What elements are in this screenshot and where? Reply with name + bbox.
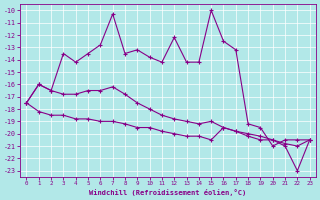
X-axis label: Windchill (Refroidissement éolien,°C): Windchill (Refroidissement éolien,°C): [90, 189, 247, 196]
